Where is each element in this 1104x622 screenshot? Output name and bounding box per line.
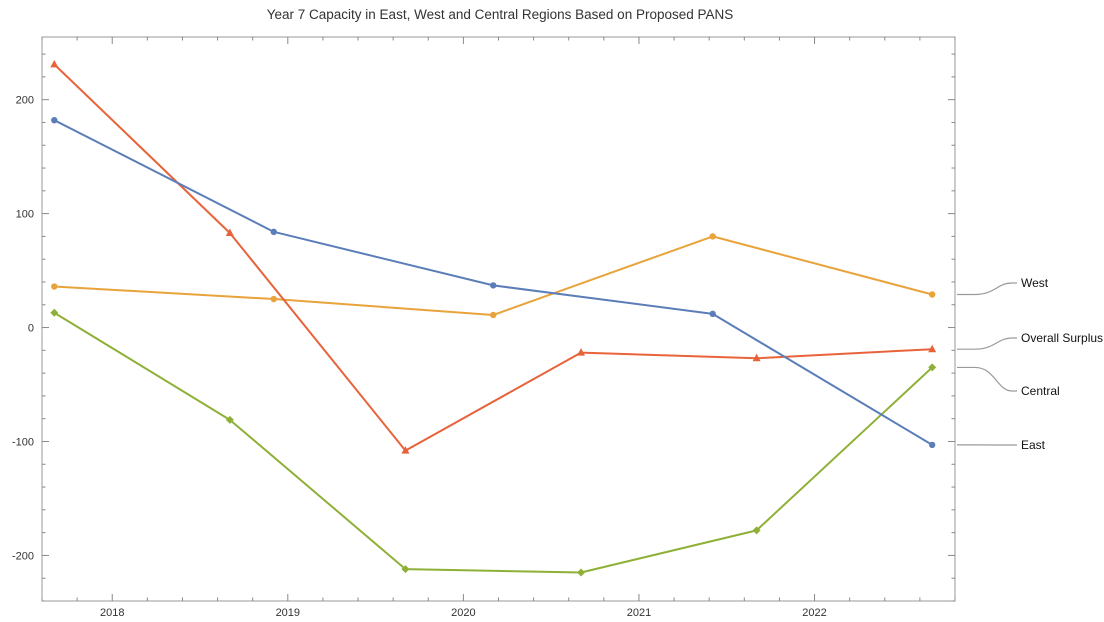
y-tick-label: -100 xyxy=(12,436,34,448)
x-tick-label: 2021 xyxy=(627,607,651,619)
legend-leader-overall-surplus xyxy=(957,337,1017,350)
legend-label-overall-surplus: Overall Surplus xyxy=(1021,331,1103,345)
data-point xyxy=(928,441,936,449)
series-lines xyxy=(50,59,937,577)
series-east xyxy=(51,116,936,449)
data-point xyxy=(928,291,936,298)
data-point xyxy=(752,526,761,535)
data-point xyxy=(50,59,59,68)
data-point xyxy=(709,310,716,318)
data-point xyxy=(928,363,937,372)
legend-label-west: West xyxy=(1021,276,1049,290)
x-tick-label: 2022 xyxy=(802,607,826,619)
data-point xyxy=(51,116,58,124)
legend-leader-west xyxy=(957,282,1017,296)
data-point xyxy=(50,308,59,317)
x-tick-label: 2018 xyxy=(100,607,124,619)
y-tick-label: -200 xyxy=(12,550,34,562)
series-central xyxy=(50,308,937,577)
series-line-central xyxy=(53,311,933,574)
data-point xyxy=(752,353,761,362)
plot-frame xyxy=(41,36,956,602)
axis-ticks: 2018 2019 2020 2021 2022 200 100 0 -100 -200 xyxy=(12,37,956,619)
data-point xyxy=(577,568,586,577)
series-line-west xyxy=(54,235,933,317)
data-point xyxy=(225,415,234,424)
y-tick-label: 100 xyxy=(16,209,34,221)
x-tick-label: 2019 xyxy=(276,607,300,619)
data-point xyxy=(490,311,497,319)
data-point xyxy=(270,228,277,236)
legend-label-east: East xyxy=(1021,438,1046,452)
x-tick-label: 2020 xyxy=(451,607,475,619)
chart-title: Year 7 Capacity in East, West and Centra… xyxy=(266,7,734,22)
series-west xyxy=(51,233,936,319)
data-point xyxy=(401,446,410,454)
data-point xyxy=(225,228,234,236)
y-tick-label: 0 xyxy=(28,323,34,335)
data-point xyxy=(577,348,586,356)
series-overall-surplus xyxy=(50,59,937,454)
data-point xyxy=(928,344,937,353)
data-point xyxy=(490,282,497,289)
data-point xyxy=(270,295,277,303)
legend-label-central: Central xyxy=(1021,384,1060,398)
data-point xyxy=(51,283,58,290)
legend-leader-central xyxy=(957,366,1017,392)
data-point xyxy=(709,233,716,240)
y-tick-label: 200 xyxy=(16,95,34,107)
plot-border xyxy=(41,36,956,602)
legend: West Overall Surplus Central East xyxy=(957,276,1103,452)
data-point xyxy=(401,565,410,574)
